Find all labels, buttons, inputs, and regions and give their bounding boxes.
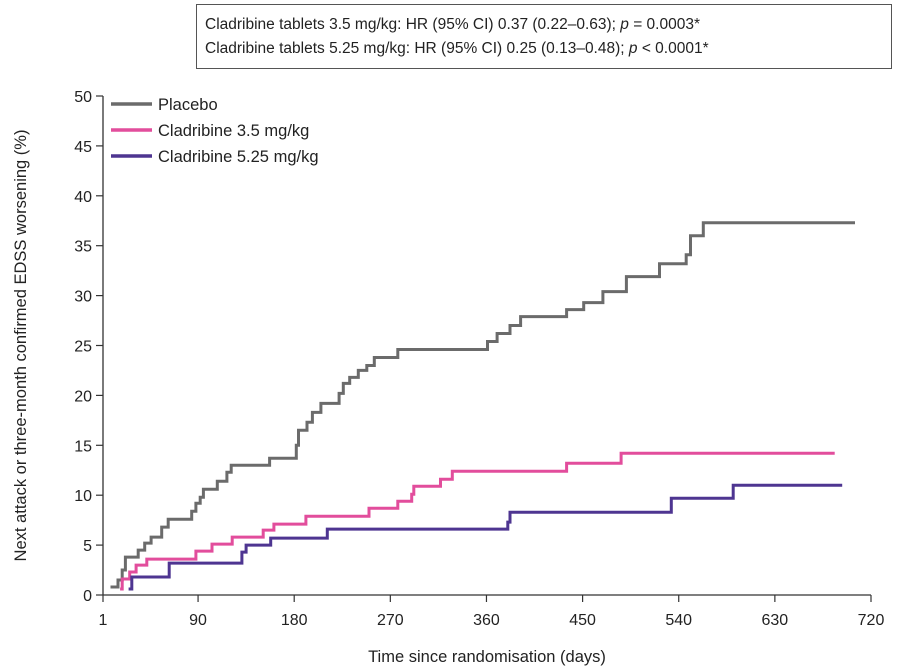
y-tick-label: 20 [74,388,92,405]
x-tick-label: 450 [569,612,596,629]
series-line-2 [120,451,835,591]
annotation-line-2: Cladribine tablets 5.25 mg/kg: HR (95% C… [205,40,709,58]
x-tick-label: 180 [281,612,308,629]
y-tick-label: 0 [83,588,92,605]
y-tick-label: 15 [74,438,92,455]
annotation-1-p-value: = 0.0003* [628,16,700,33]
x-tick-label: 1 [99,612,108,629]
y-tick-label: 10 [74,488,92,505]
x-tick-label: 540 [665,612,692,629]
chart-legend: Placebo Cladribine 3.5 mg/kg Cladribine 5.… [111,96,319,166]
legend-label-2: Cladribine 3.5 mg/kg [158,122,309,140]
x-tick-label: 270 [377,612,404,629]
series-line-1 [110,221,855,589]
x-tick-label: 720 [858,612,885,629]
y-tick-label: 25 [74,339,92,356]
y-tick-label: 30 [74,289,92,306]
chart-axes: 0 5 10 15 20 25 30 35 40 45 50 1 90 180 270 360 450 540 63… [74,89,884,629]
x-tick-label: 360 [473,612,500,629]
legend-label-3: Cladribine 5.25 mg/kg [158,148,319,166]
annotation-2-text: Cladribine tablets 5.25 mg/kg: HR (95% C… [205,40,629,57]
y-tick-label: 35 [74,239,92,256]
annotation-1-p-label: p [620,16,629,33]
annotation-line-1: Cladribine tablets 3.5 mg/kg: HR (95% CI… [205,16,700,34]
hazard-ratio-annotation-box: Cladribine tablets 3.5 mg/kg: HR (95% CI… [196,4,892,69]
x-axis-label: Time since randomisation (days) [368,648,606,666]
y-tick-label: 45 [74,139,92,156]
series-line-3 [128,483,843,591]
y-tick-label: 5 [83,538,92,555]
x-tick-label: 630 [762,612,789,629]
x-tick-label: 90 [189,612,207,629]
y-tick-label: 50 [74,89,92,106]
annotation-2-p-value: < 0.0001* [637,40,709,57]
y-tick-label: 40 [74,189,92,206]
annotation-1-text: Cladribine tablets 3.5 mg/kg: HR (95% CI… [205,16,621,33]
y-axis-label: Next attack or three-month confirmed EDS… [12,130,30,562]
annotation-2-p-label: p [628,40,638,57]
chart-series-layer [110,221,855,591]
legend-label-1: Placebo [158,96,218,114]
